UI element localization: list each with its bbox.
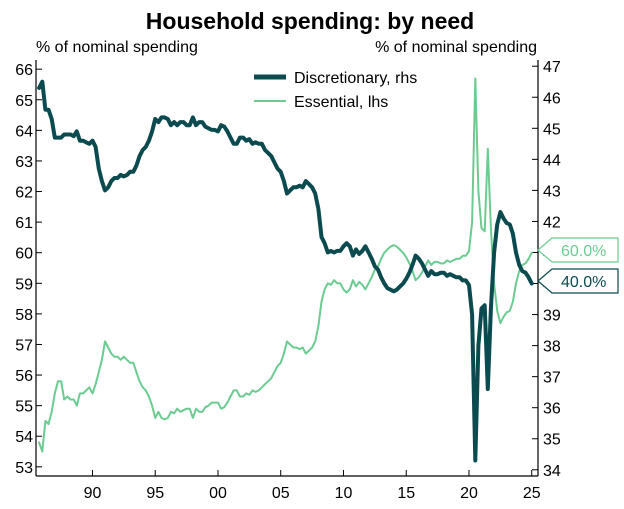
legend-label-discretionary: Discretionary, rhs [294, 70, 417, 87]
series-layer [37, 77, 534, 463]
left-tick-label: 53 [15, 460, 33, 477]
right-tick-label: 45 [543, 121, 561, 138]
right-tick-label: 37 [543, 370, 561, 387]
x-tick-label: 10 [335, 485, 353, 502]
x-tick-label: 25 [523, 485, 541, 502]
right-axis-unit: % of nominal spending [375, 39, 537, 56]
left-axis: 53 54 55 56 57 58 59 60 61 62 63 64 65 66 [15, 62, 42, 477]
end-tag-discretionary: 40.0% [537, 268, 619, 294]
right-tick-label: 38 [543, 339, 561, 356]
chart-title: Household spending: by need [146, 8, 474, 34]
series-line-essential [38, 77, 533, 453]
end-value-tags: 60.0% 40.0% [537, 237, 619, 294]
left-tick-label: 61 [15, 215, 33, 232]
x-tick-label: 05 [272, 485, 290, 502]
legend-label-essential: Essential, lhs [294, 94, 388, 111]
right-tick-label: 39 [543, 308, 561, 325]
x-tick-label: 95 [146, 485, 164, 502]
left-tick-label: 59 [15, 276, 33, 293]
left-tick-label: 56 [15, 368, 33, 385]
left-tick-label: 66 [15, 62, 33, 79]
left-tick-label: 55 [15, 399, 33, 416]
plot-frame [35, 60, 539, 477]
x-axis: 90 95 00 05 10 15 20 25 [84, 470, 541, 502]
left-tick-label: 54 [15, 429, 33, 446]
left-tick-label: 60 [15, 246, 33, 263]
right-tick-label: 42 [543, 214, 561, 231]
left-tick-label: 58 [15, 307, 33, 324]
x-tick-label: 00 [209, 485, 227, 502]
x-tick-label: 15 [397, 485, 415, 502]
left-tick-label: 63 [15, 154, 33, 171]
left-axis-unit: % of nominal spending [36, 39, 198, 56]
end-label-discretionary: 40.0% [561, 274, 606, 291]
end-label-essential: 60.0% [561, 243, 606, 260]
left-tick-label: 65 [15, 93, 33, 110]
right-tick-label: 34 [543, 463, 561, 480]
right-tick-label: 44 [543, 152, 561, 169]
left-tick-label: 57 [15, 337, 33, 354]
right-tick-label: 46 [543, 90, 561, 107]
legend: Discretionary, rhs Essential, lhs [254, 70, 417, 111]
right-tick-label: 47 [543, 59, 561, 76]
right-tick-label: 43 [543, 183, 561, 200]
x-tick-label: 90 [84, 485, 102, 502]
left-tick-label: 64 [15, 123, 33, 140]
end-tag-essential: 60.0% [537, 237, 619, 263]
series-line-discretionary [37, 79, 534, 463]
x-tick-label: 20 [460, 485, 478, 502]
left-tick-label: 62 [15, 185, 33, 202]
right-tick-label: 35 [543, 432, 561, 449]
right-tick-label: 36 [543, 401, 561, 418]
